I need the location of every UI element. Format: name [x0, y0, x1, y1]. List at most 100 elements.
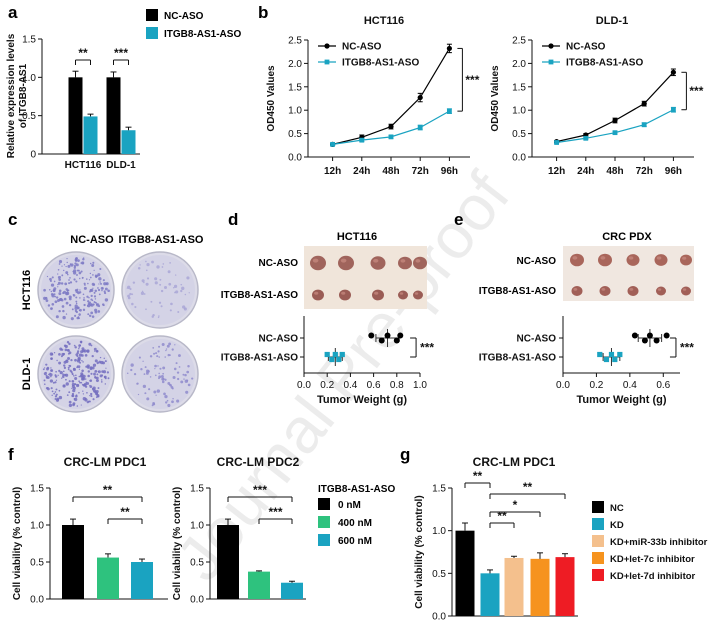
f1-bar [62, 525, 84, 599]
colony [66, 257, 68, 260]
e-point [617, 351, 623, 358]
f1-sig-label: ** [103, 483, 113, 497]
colony [158, 372, 160, 375]
colony [82, 390, 84, 392]
colony [90, 395, 93, 398]
colony [70, 358, 73, 362]
tumor-highlight [415, 259, 421, 263]
g-legend-label: KD+let-7d inhibitor [610, 571, 696, 582]
colony [53, 293, 56, 296]
e-x-tick-label: 0.2 [589, 380, 603, 391]
colony [99, 356, 102, 359]
colony [140, 291, 145, 295]
colony [58, 389, 61, 392]
colony [145, 371, 149, 375]
colony [131, 302, 134, 306]
colony [158, 356, 161, 358]
colony [72, 294, 75, 296]
g-legend-label: KD [610, 520, 624, 531]
colony [104, 377, 107, 380]
colony [94, 274, 98, 277]
colony [93, 295, 97, 298]
g-bar [504, 557, 524, 616]
b1-point [417, 94, 423, 101]
f2-bar [281, 582, 303, 599]
legend-swatch-600nm [318, 534, 330, 546]
b2-y-tick-label: 0.5 [512, 129, 526, 140]
a-bar [68, 77, 83, 154]
tumor-highlight [682, 256, 687, 260]
colony [78, 313, 81, 316]
b1-point [447, 108, 452, 114]
b1-point [359, 137, 365, 143]
colony [58, 260, 63, 264]
colony [79, 381, 81, 384]
colony [77, 259, 80, 263]
g-y-tick-label: 1.0 [432, 526, 446, 537]
colony [90, 311, 94, 315]
colony [183, 307, 187, 311]
d-point [384, 332, 391, 339]
b2-y-tick-label: 2.5 [512, 36, 526, 47]
colony [73, 367, 76, 371]
g-legend-label: NC [610, 503, 624, 514]
plate-row-label-hct116: HCT116 [21, 270, 33, 310]
d-x-tick-label: 0.0 [297, 380, 311, 391]
colony [101, 289, 103, 292]
b1-point [417, 125, 423, 130]
colony [83, 286, 87, 290]
colony [97, 310, 101, 313]
g-legend-swatch [592, 501, 604, 513]
d-x-tick-label: 0.4 [343, 380, 357, 391]
colony [95, 349, 99, 353]
colony [43, 379, 46, 382]
colony [144, 366, 147, 369]
colony [68, 279, 70, 281]
b1-y-tick-label: 2.5 [288, 36, 302, 47]
colony [58, 369, 61, 373]
colony [63, 297, 67, 301]
colony [170, 302, 173, 306]
colony [154, 277, 158, 281]
colony [81, 347, 85, 351]
colony [59, 371, 63, 375]
colony [156, 389, 161, 393]
colony [191, 377, 194, 380]
b2-x-tick-label: 48h [606, 166, 623, 177]
colony [62, 384, 66, 388]
g-sig-label: ** [473, 469, 483, 483]
plate-col-label-nc: NC-ASO [70, 234, 114, 246]
colony [168, 383, 172, 386]
colony [76, 350, 80, 353]
colony [169, 262, 171, 264]
colony [57, 268, 60, 271]
b1-y-label: OD450 Values [266, 65, 277, 132]
colony [59, 276, 61, 278]
colony [154, 364, 157, 368]
colony [49, 277, 52, 281]
e-x-tick-label: 0.6 [656, 380, 670, 391]
colony [50, 369, 52, 372]
colony [171, 400, 174, 404]
f2-title: CRC-LM PDC2 [217, 455, 300, 469]
colony [76, 269, 79, 272]
colony [97, 387, 100, 390]
colony [82, 393, 85, 395]
colony [88, 297, 90, 299]
colony [176, 371, 180, 374]
colony [143, 373, 146, 375]
colony [151, 260, 154, 264]
d-x-tick-label: 0.8 [390, 380, 404, 391]
colony [81, 276, 84, 279]
colony [82, 383, 86, 387]
colony [142, 360, 144, 362]
tumor-highlight [600, 256, 606, 260]
colony [58, 263, 61, 265]
colony [82, 377, 86, 381]
colony [88, 301, 91, 304]
panel-label-d: d [228, 210, 238, 229]
colony [103, 304, 105, 307]
colony [174, 344, 176, 346]
colony [78, 309, 81, 311]
colony [83, 297, 85, 299]
